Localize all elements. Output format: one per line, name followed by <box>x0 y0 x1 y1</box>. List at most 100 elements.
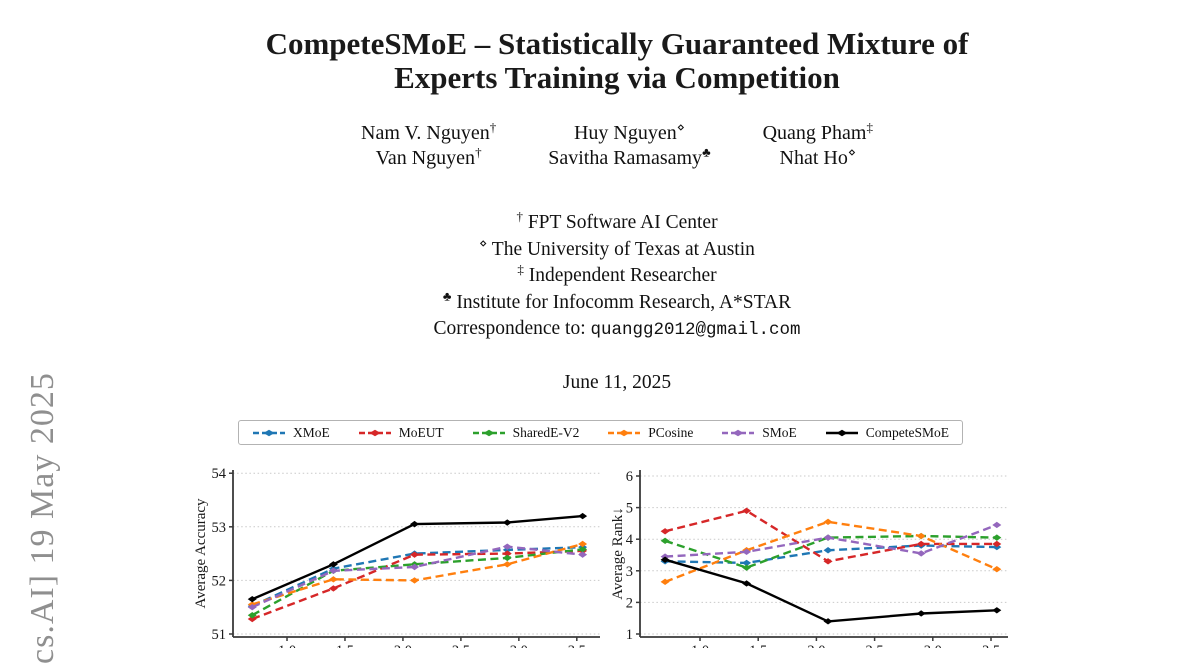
paper-page: cs.AI] 19 May 2025 CompeteSMoE – Statist… <box>0 27 1200 664</box>
legend-item-smoe: SMoE <box>721 425 797 441</box>
data-point-marker <box>916 540 926 548</box>
legend-label: CompeteSMoE <box>865 424 949 440</box>
data-point-marker <box>742 507 752 514</box>
data-point-marker <box>578 546 588 553</box>
data-point-marker <box>742 559 752 567</box>
y-tick-label: 1 <box>626 627 633 643</box>
x-tick-label: 3.5 <box>568 643 586 648</box>
author-name: Savitha Ramasamy♣ <box>548 144 711 169</box>
author-column-3: Quang Pham‡ Nhat Ho⋄ <box>762 119 873 171</box>
legend-label: PCosine <box>648 424 694 440</box>
affiliation-mark: ♣ <box>702 144 711 160</box>
x-axis-ticks: 1.0 1.5 2.0 2.5 3.0 3.5 <box>278 637 586 648</box>
series-pcosine <box>660 518 1002 586</box>
data-point-marker <box>502 550 512 557</box>
data-point-marker <box>916 532 926 540</box>
y-tick-label: 3 <box>626 564 633 580</box>
series-moeut <box>247 547 588 623</box>
axes <box>639 470 1008 638</box>
legend-line-marker-icon <box>358 429 391 436</box>
x-tick-label: 1.5 <box>749 643 767 648</box>
series-lines <box>247 512 588 623</box>
arxiv-watermark: cs.AI] 19 May 2025 <box>24 372 61 664</box>
data-point-marker <box>742 564 752 571</box>
author-column-1: Nam V. Nguyen† Van Nguyen† <box>361 119 497 171</box>
data-point-marker <box>992 521 1002 529</box>
x-tick-label: 2.0 <box>807 643 825 648</box>
data-point-marker <box>502 519 512 526</box>
x-tick-label: 1.0 <box>278 643 296 648</box>
author-block: Nam V. Nguyen† Van Nguyen† Huy Nguyen⋄ S… <box>0 119 1200 171</box>
author-name: Quang Pham‡ <box>762 119 873 144</box>
data-point-marker <box>660 528 670 535</box>
data-point-marker <box>578 512 588 520</box>
y-tick-label: 51 <box>212 627 227 643</box>
author-name: Nam V. Nguyen† <box>361 119 497 144</box>
data-point-marker <box>502 554 512 562</box>
x-tick-label: 2.0 <box>394 643 412 648</box>
x-tick-label: 1.0 <box>691 643 709 648</box>
legend-item-pcosine: PCosine <box>607 425 693 441</box>
author-name: Van Nguyen† <box>375 144 482 169</box>
data-point-marker <box>823 534 833 541</box>
affiliation-mark: ⋄ <box>676 119 685 135</box>
y-axis-ticks: 1 2 3 4 5 6 <box>626 469 640 643</box>
data-point-marker <box>916 550 926 557</box>
data-point-marker <box>247 604 257 611</box>
data-point-marker <box>660 578 670 586</box>
series-competesmoe <box>660 556 1002 625</box>
legend-item-sharede-v2: SharedE-V2 <box>472 425 579 441</box>
legend-label: SMoE <box>762 424 797 440</box>
legend-item-competesmoe: CompeteSMoE <box>825 425 949 441</box>
legend-line-marker-icon <box>722 429 755 436</box>
legend-label: MoEUT <box>398 424 444 440</box>
y-axis-ticks: 51 52 53 54 <box>212 466 233 643</box>
data-point-marker <box>578 551 588 558</box>
y-tick-label: 53 <box>212 520 227 536</box>
x-tick-label: 2.5 <box>452 643 470 648</box>
legend-line-marker-icon <box>825 429 858 436</box>
data-point-marker <box>823 518 833 526</box>
data-point-marker <box>328 561 338 568</box>
data-point-marker <box>916 610 926 617</box>
y-tick-label: 5 <box>626 501 633 517</box>
y-tick-label: 52 <box>212 573 227 589</box>
data-point-marker <box>992 607 1002 614</box>
data-point-marker <box>410 551 420 558</box>
affiliation-mark: ‡ <box>866 119 873 135</box>
correspondence-email[interactable]: quangg2012@gmail.com <box>590 320 801 340</box>
legend-item-xmoe: XMoE <box>252 425 330 441</box>
x-tick-label: 3.5 <box>982 643 1000 648</box>
date: June 11, 2025 <box>562 372 672 393</box>
correspondence-line: Correspondence to: quangg2012@gmail.com <box>34 316 1200 344</box>
data-point-marker <box>823 547 833 554</box>
series-xmoe <box>660 542 1002 567</box>
x-tick-label: 3.0 <box>510 643 528 648</box>
author-name: Nhat Ho⋄ <box>779 144 857 169</box>
x-tick-label: 2.5 <box>866 643 884 648</box>
series-lines <box>660 507 1002 625</box>
legend-line-marker-icon <box>253 429 285 436</box>
author-column-2: Huy Nguyen⋄ Savitha Ramasamy♣ <box>548 119 711 171</box>
axes <box>232 470 600 638</box>
y-axis-label: Average Rank↓ <box>610 507 626 600</box>
y-tick-label: 54 <box>212 466 227 482</box>
paper-title: CompeteSMoE – Statistically Guaranteed M… <box>0 27 1200 95</box>
affiliation-line: ♣ Institute for Infocomm Research, A*STA… <box>442 288 792 313</box>
legend-item-moeut: MoEUT <box>358 425 444 441</box>
data-point-marker <box>578 540 588 548</box>
accuracy-chart: 51 52 53 54 1.0 1.5 2.0 2.5 3.0 3.5 Average Accura… <box>193 466 600 648</box>
series-smoe <box>660 521 1002 560</box>
affiliation-mark: † <box>489 119 497 135</box>
affiliation-line: ‡ Independent Researcher <box>517 261 717 287</box>
data-point-marker <box>410 577 420 584</box>
legend-line-marker-icon <box>472 429 505 436</box>
x-tick-label: 3.0 <box>924 643 942 648</box>
y-axis-label: Average Accuracy <box>193 498 209 609</box>
data-point-marker <box>992 566 1002 573</box>
affiliation-mark: ⋄ <box>847 144 857 160</box>
affiliation-mark: † <box>475 144 482 160</box>
paper-title-line2: Experts Training via Competition <box>394 60 840 95</box>
author-name: Huy Nguyen⋄ <box>573 119 685 144</box>
data-point-marker <box>742 548 752 556</box>
